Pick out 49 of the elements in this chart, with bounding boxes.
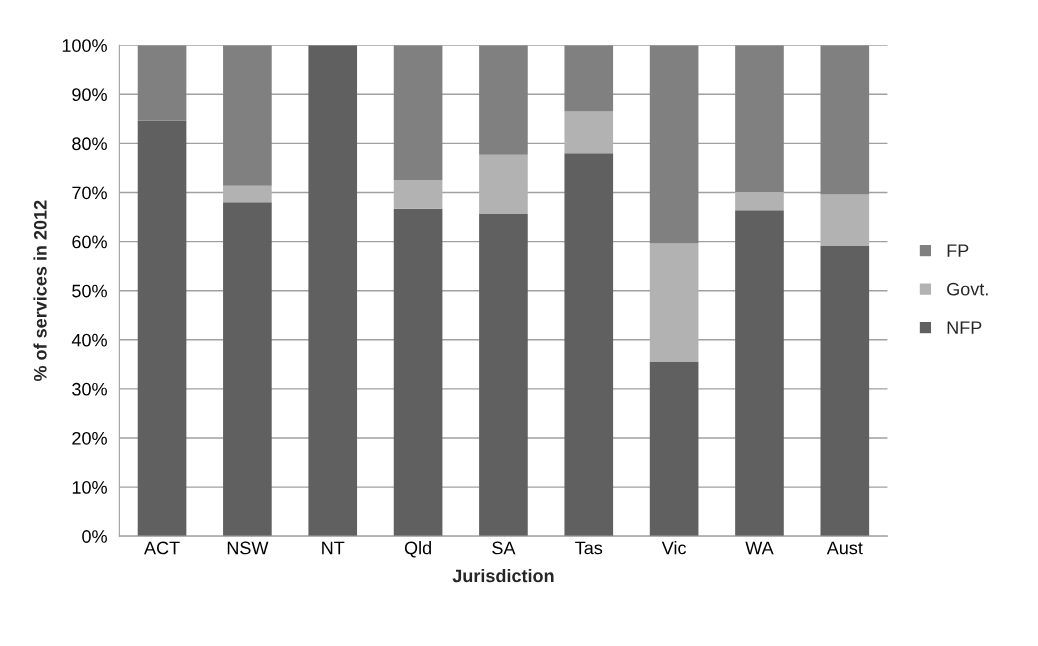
- bar: [393, 208, 443, 537]
- bar: [564, 111, 614, 154]
- x-tick-label: NT: [322, 541, 345, 555]
- y-tick-label: 30%: [72, 382, 107, 396]
- y-axis-title: % of services in 2012: [33, 200, 47, 382]
- bar: [223, 45, 272, 186]
- y-tick-label: 50%: [72, 284, 107, 298]
- bar: [735, 210, 784, 537]
- x-tick-label: Qld: [404, 541, 431, 558]
- bar: [308, 45, 358, 537]
- y-tick-label: 60%: [72, 235, 107, 249]
- y-tick-label: 100%: [62, 39, 107, 52]
- x-axis-title: Jurisdiction: [452, 568, 554, 583]
- bar: [479, 45, 528, 155]
- y-tick-label: 70%: [72, 186, 107, 200]
- y-tick-label: 90%: [72, 88, 107, 102]
- bar: [820, 194, 870, 247]
- bar: [479, 154, 528, 215]
- y-tick-label: 40%: [71, 333, 107, 347]
- x-tick-label: ACT: [144, 541, 180, 555]
- x-tick-label: Vic: [661, 541, 687, 555]
- bar: [735, 192, 784, 211]
- bar: [735, 45, 784, 193]
- x-tick-label: Tas: [575, 541, 603, 555]
- bar: [223, 185, 272, 203]
- legend-label: NFP: [947, 321, 982, 334]
- y-tick-label: 20%: [72, 431, 107, 445]
- bar: [820, 246, 870, 537]
- legend-label: Govt.: [947, 282, 988, 296]
- bar: [393, 180, 443, 209]
- bar: [564, 153, 614, 537]
- bar: [820, 45, 870, 195]
- bar: [137, 120, 187, 537]
- bar: [649, 243, 699, 362]
- bar: [223, 202, 272, 537]
- y-tick-label: 10%: [72, 481, 107, 494]
- bar: [649, 45, 699, 244]
- x-tick-label: SA: [492, 541, 516, 555]
- bar: [137, 45, 187, 121]
- bar: [393, 45, 443, 181]
- x-tick-label: WA: [745, 541, 774, 555]
- bar: [564, 45, 614, 112]
- y-tick-label: 0%: [82, 530, 107, 543]
- bar: [649, 361, 699, 537]
- bar: [479, 214, 528, 537]
- x-tick-label: NSW: [227, 541, 269, 555]
- y-tick-label: 80%: [72, 137, 107, 151]
- legend-label: FP: [947, 244, 969, 257]
- x-tick-label: Aust: [826, 541, 863, 555]
